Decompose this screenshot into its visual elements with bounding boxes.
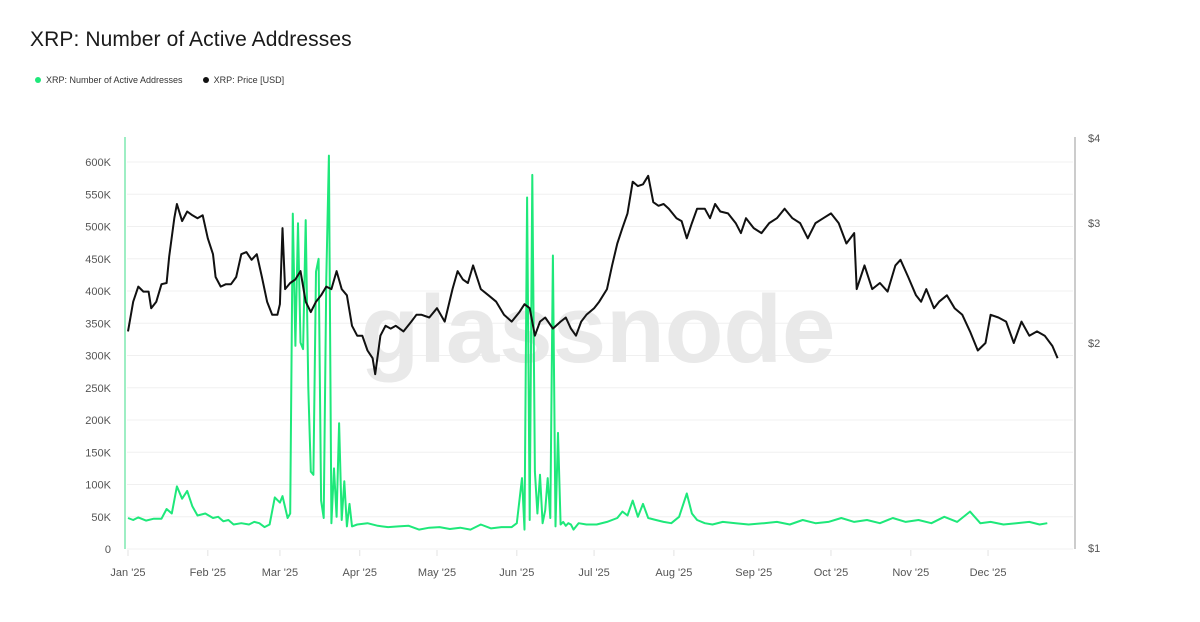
left-axis-tick-label: 150K [85, 447, 111, 459]
x-axis-tick-label: Aug '25 [655, 567, 692, 579]
left-axis-tick-label: 400K [85, 286, 111, 298]
x-axis-tick-label: May '25 [418, 567, 456, 579]
x-axis-tick-label: Jun '25 [499, 567, 534, 579]
right-axis-tick-label: $4 [1088, 133, 1100, 145]
x-axis-tick-label: Feb '25 [190, 567, 226, 579]
left-axis-tick-label: 50K [91, 512, 111, 524]
legend-item-addresses[interactable]: XRP: Number of Active Addresses [35, 75, 183, 85]
left-axis-tick-label: 200K [85, 415, 111, 427]
left-axis-tick-label: 600K [85, 157, 111, 169]
x-axis-tick-label: Mar '25 [262, 567, 298, 579]
x-axis-tick-label: Jan '25 [110, 567, 145, 579]
left-axis-tick-label: 450K [85, 254, 111, 266]
legend-item-price[interactable]: XRP: Price [USD] [202, 75, 285, 85]
x-axis-tick-label: Sep '25 [735, 567, 772, 579]
left-axis-tick-label: 0 [105, 544, 111, 556]
legend-dot-price-icon [202, 77, 209, 83]
right-y-axis-ticks: $1 $2 $3 $4 [1088, 133, 1100, 555]
x-axis-tick-label: Oct '25 [814, 567, 849, 579]
x-axis-tick-label: Apr '25 [342, 567, 377, 579]
left-axis-tick-label: 550K [85, 189, 111, 201]
left-axis-tick-label: 300K [85, 351, 111, 363]
x-axis-tick-label: Dec '25 [970, 567, 1007, 579]
chart-title: XRP: Number of Active Addresses [30, 28, 352, 51]
left-axis-tick-label: 250K [85, 383, 111, 395]
x-axis-ticks: Jan '25 Feb '25 Mar '25 Apr '25 May '25 Jun '… [110, 550, 1007, 579]
right-axis-tick-label: $1 [1088, 543, 1100, 555]
left-axis-tick-label: 100K [85, 480, 111, 492]
gridlines [127, 161, 1073, 550]
legend-label-price: XRP: Price [USD] [213, 75, 285, 85]
watermark: glassnode [361, 276, 836, 383]
legend-dot-addresses-icon [35, 77, 41, 83]
left-axis-tick-label: 500K [85, 222, 111, 234]
x-axis-tick-label: Nov '25 [892, 567, 929, 579]
x-axis-tick-label: Jul '25 [578, 567, 609, 579]
left-axis-tick-label: 350K [85, 318, 111, 330]
price-line [127, 174, 1059, 376]
chart-legend: XRP: Number of Active Addresses XRP: Pri… [35, 75, 284, 85]
legend-label-addresses: XRP: Number of Active Addresses [46, 75, 183, 85]
right-axis-tick-label: $2 [1088, 338, 1100, 350]
right-axis-tick-label: $3 [1088, 218, 1100, 230]
active-addresses-line [127, 154, 1048, 531]
left-y-axis-ticks: 0 50K 100K 150K 200K 250K 300K 350K 400K 450K 500K… [85, 157, 111, 556]
